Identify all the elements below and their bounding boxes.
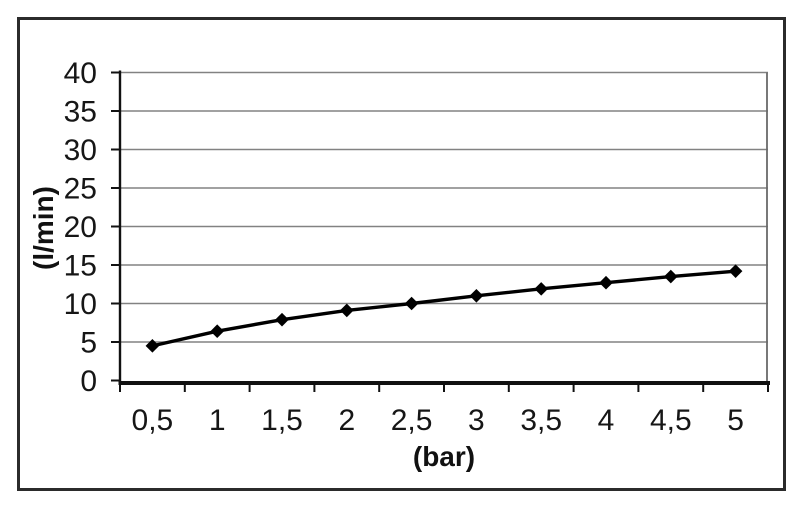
x-tick-label: 2	[338, 404, 355, 437]
data-point-marker	[469, 289, 484, 303]
data-point-marker	[210, 324, 224, 339]
data-point-marker	[534, 282, 548, 296]
data-point-marker	[664, 269, 678, 284]
y-tick-label: 35	[64, 96, 97, 129]
x-tick-label: 4,5	[650, 404, 692, 437]
y-tick-label: 15	[64, 250, 97, 283]
data-point-marker	[145, 339, 160, 353]
flow-curve-line	[150, 269, 738, 348]
data-point-marker	[340, 303, 354, 318]
y-tick-label: 5	[80, 327, 97, 360]
y-tick-label: 40	[64, 57, 97, 90]
outer-frame	[17, 17, 786, 491]
data-point-marker	[275, 312, 289, 327]
y-axis-title: (l/min)	[28, 186, 59, 270]
x-tick-label: 3	[468, 404, 485, 437]
x-tick-label: 1,5	[261, 404, 303, 437]
x-tick-label: 0,5	[132, 404, 174, 437]
x-tick-label: 5	[727, 404, 744, 437]
y-tick-label: 25	[64, 173, 97, 206]
x-tick-label: 3,5	[520, 404, 562, 437]
data-point-marker	[599, 275, 613, 290]
y-tick-label: 0	[80, 365, 97, 398]
x-tick-label: 2,5	[391, 404, 433, 437]
y-tick-label: 30	[64, 134, 97, 167]
x-axis-title: (bar)	[412, 441, 476, 472]
y-tick-label: 10	[64, 288, 97, 321]
x-tick-label: 4	[598, 404, 615, 437]
x-tick-label: 1	[209, 404, 226, 437]
data-point-marker	[728, 264, 743, 278]
data-point-marker	[404, 296, 419, 311]
y-tick-label: 20	[64, 211, 97, 244]
